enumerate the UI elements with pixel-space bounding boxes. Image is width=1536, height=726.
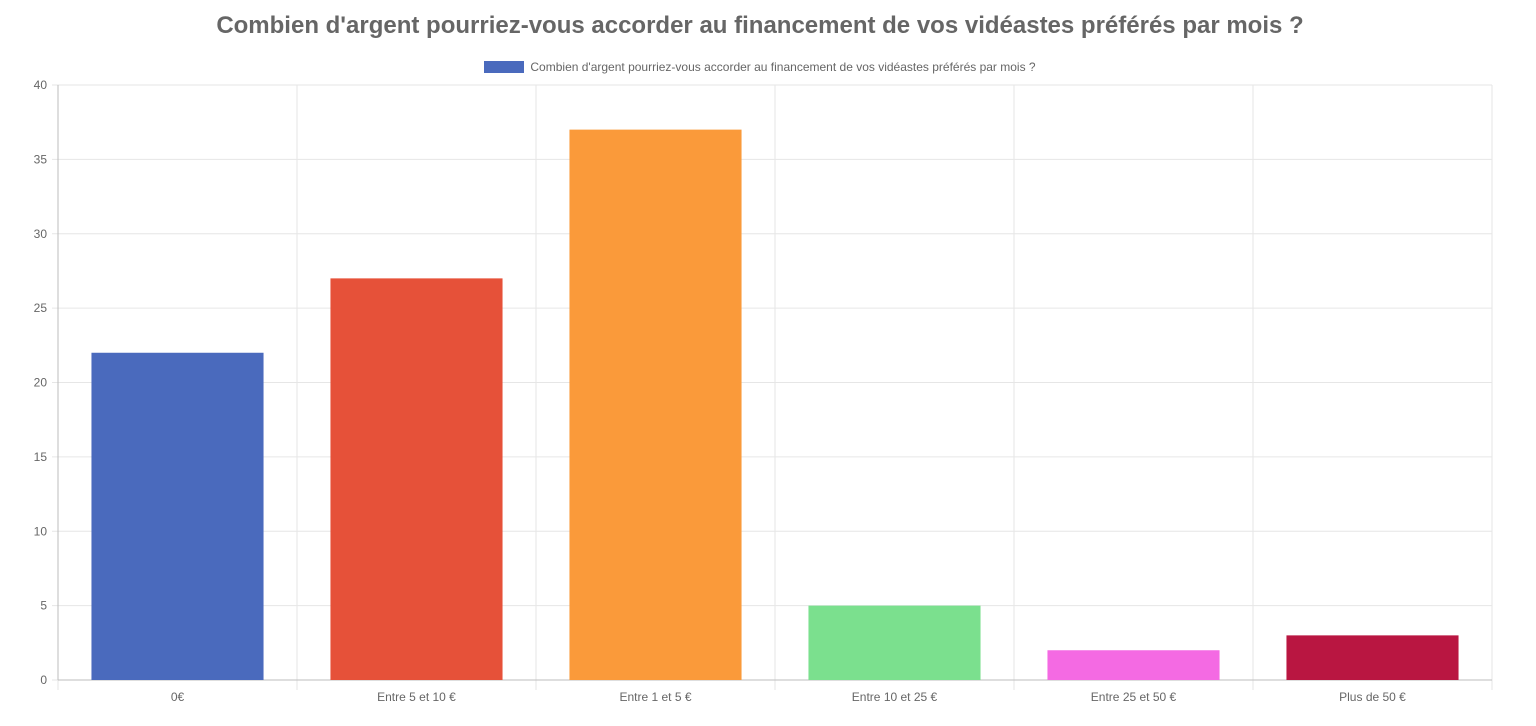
y-tick-label: 40 (34, 78, 48, 92)
y-tick-label: 0 (40, 673, 47, 687)
bar (808, 605, 981, 680)
y-tick-label: 20 (34, 376, 48, 390)
x-tick-label: Plus de 50 € (1339, 690, 1406, 704)
x-tick-label: 0€ (171, 690, 185, 704)
legend-label: Combien d'argent pourriez-vous accorder … (530, 60, 1036, 74)
x-tick-label: Entre 5 et 10 € (377, 690, 456, 704)
x-tick-label: Entre 1 et 5 € (619, 690, 691, 704)
bar (330, 278, 503, 680)
y-tick-label: 25 (34, 301, 48, 315)
y-tick-label: 10 (34, 524, 48, 538)
bar (91, 352, 264, 680)
x-tick-label: Entre 25 et 50 € (1091, 690, 1177, 704)
bar (1047, 650, 1220, 680)
y-tick-label: 5 (40, 599, 47, 613)
bar (569, 129, 742, 680)
legend-swatch (484, 61, 525, 73)
legend[interactable]: Combien d'argent pourriez-vous accorder … (0, 60, 1520, 74)
bar (1286, 635, 1459, 680)
x-tick-label: Entre 10 et 25 € (852, 690, 938, 704)
y-tick-label: 30 (34, 227, 48, 241)
chart-title: Combien d'argent pourriez-vous accorder … (216, 12, 1304, 39)
y-tick-label: 35 (34, 152, 48, 166)
y-tick-label: 15 (34, 450, 48, 464)
